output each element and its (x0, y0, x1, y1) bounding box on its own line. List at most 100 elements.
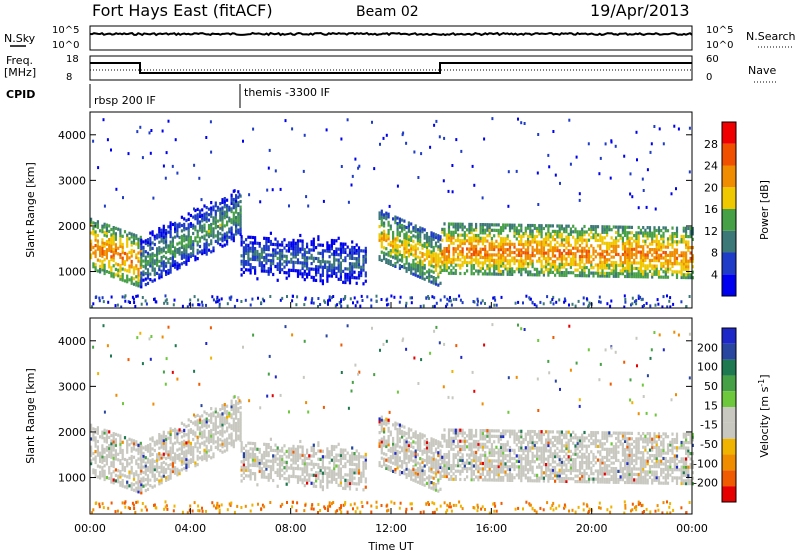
power-cell (114, 267, 117, 271)
power-cell (612, 241, 615, 245)
power-cell (538, 270, 541, 274)
power-cell (527, 237, 530, 241)
power-cell (237, 228, 240, 232)
power-cell (450, 263, 453, 267)
power-cell (403, 249, 406, 253)
velocity-cell (114, 473, 117, 477)
power-cell (655, 272, 658, 276)
power-cell (419, 304, 422, 308)
velocity-cell (230, 407, 233, 411)
power-cell (601, 271, 604, 275)
velocity-cell (380, 426, 383, 430)
power-cell (621, 247, 624, 251)
power-cell (461, 250, 464, 254)
power-cell (621, 236, 624, 240)
power-cell (142, 251, 145, 255)
power-cell (615, 261, 618, 265)
power-cell (682, 229, 685, 233)
velocity-cell (187, 459, 190, 463)
velocity-cell (301, 472, 304, 476)
power-cell (437, 253, 440, 257)
power-cell (416, 236, 419, 240)
power-cell (178, 241, 181, 245)
power-cell (221, 233, 224, 237)
power-cell (210, 242, 213, 246)
power-cell (287, 260, 291, 264)
velocity-cell (196, 438, 199, 442)
power-cell (101, 296, 104, 300)
velocity-cell (355, 457, 358, 461)
power-cell (520, 253, 523, 257)
power-cell (203, 248, 206, 252)
power-cell (265, 253, 268, 257)
velocity-cell (117, 469, 120, 473)
velocity-cell (287, 466, 291, 470)
power-cell (425, 296, 428, 300)
power-cell (574, 268, 577, 272)
power-cell (536, 171, 539, 175)
velocity-cell (387, 429, 390, 433)
power-cell (490, 228, 493, 232)
power-cell (601, 255, 604, 259)
power-cell (286, 295, 288, 298)
power-cell (569, 230, 572, 234)
power-cell (606, 225, 609, 229)
power-cell (414, 235, 417, 239)
power-cell (574, 274, 577, 278)
power-cell (495, 272, 498, 276)
power-cell (378, 255, 381, 259)
power-cell (296, 250, 300, 254)
power-cell (221, 206, 224, 210)
power-cell (422, 304, 425, 308)
power-colorbar-tick: 24 (704, 160, 718, 173)
power-cell (153, 259, 156, 263)
power-cell (281, 262, 284, 266)
power-cell (183, 217, 186, 221)
power-cell (630, 264, 633, 268)
power-cell (201, 219, 204, 223)
power-cell (630, 261, 633, 265)
power-cell (569, 265, 572, 269)
power-cell (633, 234, 636, 238)
power-cell (130, 276, 133, 280)
power-cell (251, 252, 254, 256)
power-cell (423, 266, 426, 270)
velocity-cell (169, 430, 172, 434)
power-cell (447, 258, 451, 262)
power-cell (653, 228, 656, 233)
power-cell (646, 237, 649, 241)
power-cell (165, 245, 168, 249)
velocity-cell (216, 439, 220, 443)
power-cell (251, 249, 254, 253)
velocity-cell (96, 464, 99, 468)
power-cell (210, 214, 213, 218)
power-cell (529, 243, 532, 247)
power-cell (490, 239, 493, 243)
velocity-cell (205, 417, 208, 421)
freq-tick-top: 18 (66, 54, 79, 65)
power-cell (463, 241, 466, 246)
velocity-cell (228, 436, 231, 440)
power-cell (156, 271, 159, 275)
power-cell (337, 261, 340, 265)
power-cell (310, 240, 313, 244)
velocity-cell (335, 445, 338, 449)
power-cell (281, 257, 284, 261)
power-cell (163, 301, 166, 305)
power-cell (416, 266, 419, 270)
power-cell (548, 165, 551, 169)
velocity-cell (383, 419, 386, 423)
power-cell (556, 229, 559, 234)
power-cell (502, 248, 505, 252)
power-cell (226, 231, 229, 235)
velocity-cell (167, 453, 170, 457)
velocity-cell (378, 417, 381, 421)
velocity-cell (94, 441, 97, 445)
power-cell (405, 231, 408, 235)
power-cell (493, 303, 496, 307)
power-cell (617, 233, 620, 237)
power-cell (615, 272, 618, 276)
power-cell (240, 254, 243, 258)
power-cell (497, 245, 500, 249)
power-cell (644, 234, 647, 238)
